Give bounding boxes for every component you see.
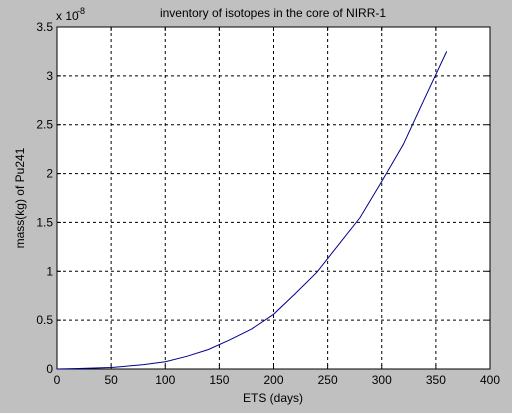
x-tick-label: 300 [372, 373, 392, 387]
y-tick-label: 0 [46, 362, 53, 376]
series-group [56, 51, 448, 370]
y-tick-label: 1.5 [36, 215, 53, 229]
chart-title: inventory of isotopes in the core of NIR… [160, 6, 386, 20]
x-tick-label: 100 [155, 373, 175, 387]
x-tick-label: 150 [209, 373, 229, 387]
tick-labels: 0 50 100 150 200 250 300 350 400 0 0.5 1 1.5 2 2.5 3 3.5 [36, 20, 500, 387]
x-axis-label: ETS (days) [243, 391, 303, 405]
y-multiplier: x 10 [56, 9, 79, 23]
x-tick-label: 350 [426, 373, 446, 387]
x-tick-label: 400 [480, 373, 500, 387]
ticks [56, 26, 491, 370]
x-tick-label: 50 [104, 373, 118, 387]
y-axis-label: mass(kg) of Pu241 [13, 147, 27, 248]
y-tick-label: 2.5 [36, 118, 53, 132]
x-tick-label: 250 [318, 373, 338, 387]
series-line [56, 51, 448, 370]
y-tick-label: 2 [46, 167, 53, 181]
y-tick-label: 3 [46, 69, 53, 83]
y-tick-label: 3.5 [36, 20, 53, 34]
x-tick-label: 200 [263, 373, 283, 387]
y-tick-label: 0.5 [36, 313, 53, 327]
y-tick-label: 1 [46, 264, 53, 278]
y-exponent: -8 [77, 6, 85, 16]
grid [57, 27, 490, 369]
x-tick-label: 0 [54, 373, 61, 387]
